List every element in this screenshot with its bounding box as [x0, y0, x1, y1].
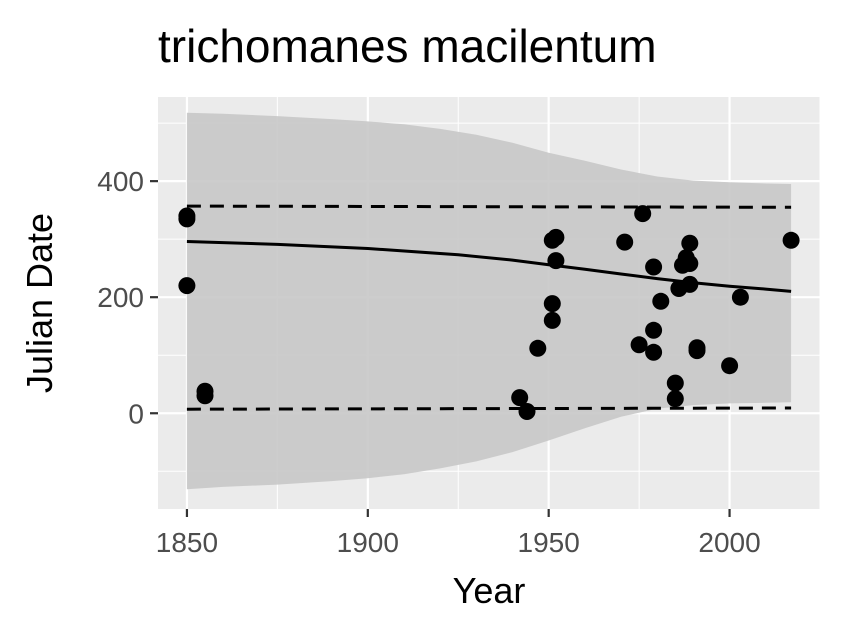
data-point	[681, 275, 699, 293]
chart-title: trichomanes macilentum	[158, 20, 657, 72]
data-point	[666, 374, 684, 392]
data-point	[543, 311, 561, 329]
data-point	[543, 295, 561, 313]
data-point	[645, 258, 663, 276]
x-tick-label: 2000	[698, 527, 760, 558]
data-point	[634, 205, 652, 223]
upper-bound-dashed-line	[186, 204, 792, 209]
y-tick-label: 400	[97, 166, 144, 197]
data-point	[178, 210, 196, 228]
data-point	[681, 234, 699, 252]
data-point	[645, 321, 663, 339]
x-axis-title: Year	[453, 570, 526, 611]
data-point	[511, 389, 529, 407]
data-point	[178, 277, 196, 295]
data-point	[782, 231, 800, 249]
x-tick-label: 1950	[518, 527, 580, 558]
data-point	[547, 228, 565, 246]
data-point	[518, 403, 536, 420]
trend-fit-line	[186, 240, 792, 293]
data-point	[196, 387, 214, 405]
data-point	[721, 357, 739, 375]
data-point	[529, 339, 547, 357]
observation-points	[178, 205, 800, 420]
data-point	[630, 336, 648, 354]
x-tick-label: 1850	[156, 527, 218, 558]
data-point	[645, 343, 663, 361]
y-tick-label: 0	[128, 398, 144, 429]
data-point	[547, 252, 565, 270]
y-tick-label: 200	[97, 282, 144, 313]
data-point	[652, 292, 670, 310]
data-point	[688, 342, 706, 360]
data-point	[616, 233, 634, 251]
y-axis-title: Julian Date	[19, 213, 60, 393]
data-point	[681, 255, 699, 272]
data-point	[731, 288, 749, 306]
data-point	[666, 390, 684, 408]
x-axis-ticks: 1850 1900 1950 2000	[156, 509, 761, 558]
x-tick-label: 1900	[337, 527, 399, 558]
lower-bound-dashed-line	[186, 406, 792, 411]
y-axis-ticks: 0 200 400	[97, 166, 158, 429]
